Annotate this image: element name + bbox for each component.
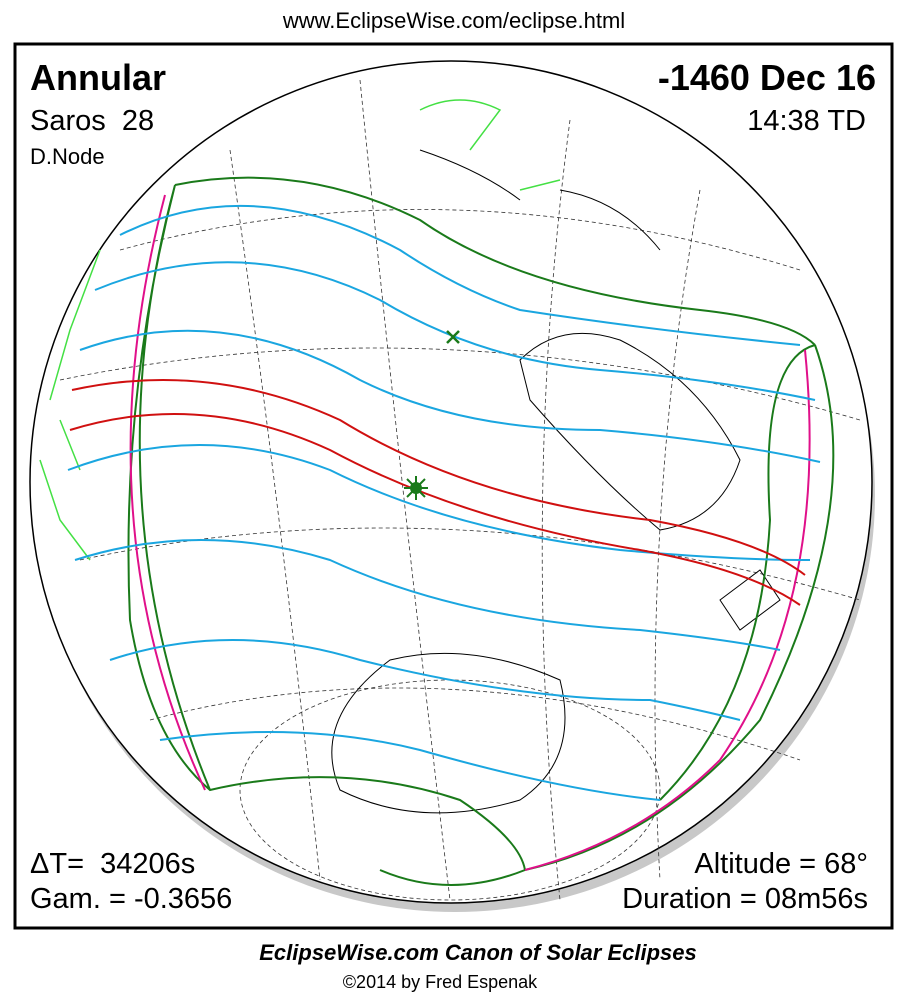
gamma: Gam. = -0.3656 (30, 883, 232, 915)
delta-t: ΔT= 34206s (30, 848, 195, 880)
eclipse-type: Annular (30, 57, 166, 98)
footer-title: EclipseWise.com Canon of Solar Eclipses (259, 940, 697, 965)
duration: Duration = 08m56s (622, 883, 868, 915)
eclipse-time: 14:38 TD (747, 105, 866, 137)
globe (29, 60, 875, 912)
altitude: Altitude = 68° (694, 848, 868, 880)
eclipse-date: -1460 Dec 16 (658, 57, 876, 98)
footer-credit: ©2014 by Fred Espenak (343, 972, 538, 992)
saros: Saros 28 (30, 105, 154, 137)
header-url: www.EclipseWise.com/eclipse.html (282, 8, 625, 33)
node: D.Node (30, 144, 105, 169)
